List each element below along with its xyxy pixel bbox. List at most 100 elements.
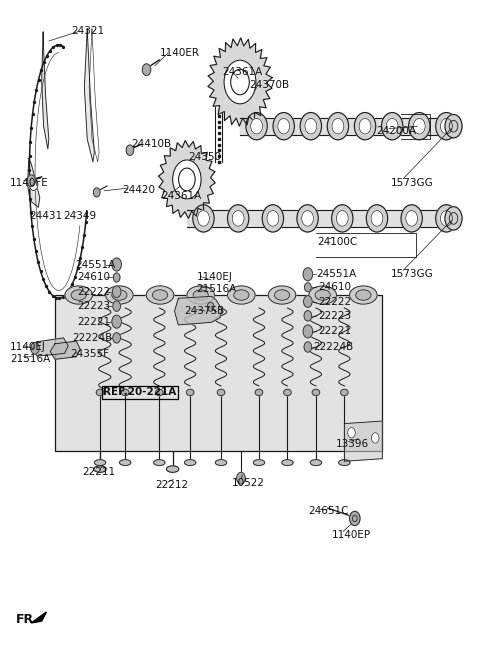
- Ellipse shape: [153, 290, 168, 300]
- Circle shape: [348, 428, 355, 438]
- Polygon shape: [84, 29, 95, 162]
- Polygon shape: [32, 338, 68, 356]
- Text: 24410B: 24410B: [131, 140, 171, 149]
- Ellipse shape: [193, 290, 208, 300]
- Ellipse shape: [273, 113, 294, 140]
- Text: 1140ER: 1140ER: [159, 48, 199, 58]
- Text: 22211: 22211: [83, 467, 116, 477]
- Ellipse shape: [356, 290, 371, 300]
- Ellipse shape: [332, 119, 344, 134]
- Polygon shape: [55, 295, 383, 451]
- Ellipse shape: [267, 211, 279, 226]
- Ellipse shape: [382, 113, 403, 140]
- Ellipse shape: [339, 460, 350, 466]
- Circle shape: [27, 175, 36, 187]
- Ellipse shape: [232, 211, 244, 226]
- Ellipse shape: [234, 290, 249, 300]
- Circle shape: [445, 115, 462, 138]
- Ellipse shape: [441, 119, 452, 134]
- Polygon shape: [31, 612, 47, 623]
- Circle shape: [142, 64, 151, 75]
- Polygon shape: [27, 159, 40, 208]
- Circle shape: [113, 333, 120, 343]
- Ellipse shape: [193, 205, 214, 232]
- Circle shape: [231, 69, 249, 95]
- Text: 24610: 24610: [318, 282, 351, 292]
- Ellipse shape: [228, 286, 255, 304]
- Circle shape: [29, 179, 38, 191]
- Circle shape: [173, 160, 201, 199]
- Ellipse shape: [156, 389, 163, 396]
- Circle shape: [207, 302, 214, 311]
- Circle shape: [303, 325, 312, 338]
- Ellipse shape: [94, 466, 106, 472]
- Ellipse shape: [167, 466, 179, 472]
- Text: 24610: 24610: [77, 272, 110, 282]
- Ellipse shape: [354, 113, 376, 140]
- Text: 24420: 24420: [122, 185, 156, 195]
- Circle shape: [112, 258, 121, 271]
- Text: 1140EJ: 1140EJ: [10, 342, 46, 352]
- Ellipse shape: [312, 389, 320, 396]
- Text: 24355F: 24355F: [71, 349, 109, 359]
- Text: 21516A: 21516A: [196, 284, 237, 293]
- Ellipse shape: [253, 460, 264, 466]
- Text: 22222: 22222: [77, 287, 110, 297]
- Ellipse shape: [436, 113, 457, 140]
- Text: 24375B: 24375B: [184, 306, 224, 316]
- Circle shape: [179, 168, 195, 191]
- Polygon shape: [208, 38, 272, 126]
- Ellipse shape: [413, 119, 425, 134]
- Polygon shape: [344, 421, 383, 461]
- Ellipse shape: [310, 460, 322, 466]
- Ellipse shape: [112, 290, 127, 300]
- Polygon shape: [175, 296, 222, 325]
- Ellipse shape: [255, 389, 263, 396]
- Text: 13396: 13396: [336, 440, 370, 449]
- Ellipse shape: [297, 205, 318, 232]
- Ellipse shape: [246, 113, 267, 140]
- Circle shape: [112, 315, 121, 328]
- Text: 10522: 10522: [231, 478, 264, 489]
- Circle shape: [372, 433, 379, 443]
- Ellipse shape: [341, 389, 348, 396]
- Ellipse shape: [275, 290, 289, 300]
- Text: 22224B: 22224B: [72, 333, 113, 343]
- Ellipse shape: [349, 286, 377, 304]
- Circle shape: [304, 283, 311, 291]
- Circle shape: [445, 207, 462, 230]
- Ellipse shape: [408, 113, 430, 140]
- Text: 22223: 22223: [318, 311, 351, 321]
- Bar: [187, 210, 454, 227]
- Ellipse shape: [184, 460, 196, 466]
- Text: 24651C: 24651C: [308, 506, 348, 516]
- Text: 22212: 22212: [156, 480, 189, 491]
- Ellipse shape: [315, 290, 330, 300]
- Ellipse shape: [371, 211, 383, 226]
- Ellipse shape: [309, 286, 336, 304]
- Ellipse shape: [436, 205, 457, 232]
- Circle shape: [113, 273, 120, 282]
- Ellipse shape: [187, 286, 215, 304]
- Ellipse shape: [65, 286, 93, 304]
- Circle shape: [31, 343, 39, 354]
- Ellipse shape: [106, 286, 133, 304]
- Ellipse shape: [366, 205, 388, 232]
- Ellipse shape: [121, 389, 129, 396]
- Text: 22223: 22223: [77, 301, 110, 311]
- Polygon shape: [50, 341, 80, 360]
- Text: 21516A: 21516A: [10, 354, 50, 364]
- Ellipse shape: [332, 205, 353, 232]
- Circle shape: [303, 295, 312, 307]
- Polygon shape: [42, 32, 49, 149]
- Ellipse shape: [217, 389, 225, 396]
- Ellipse shape: [359, 119, 371, 134]
- Text: 24200A: 24200A: [377, 126, 417, 136]
- Text: 1140FE: 1140FE: [10, 178, 48, 189]
- Text: 1573GG: 1573GG: [391, 269, 433, 279]
- Ellipse shape: [327, 113, 348, 140]
- Text: 22224B: 22224B: [313, 342, 354, 352]
- Polygon shape: [158, 141, 215, 218]
- Ellipse shape: [216, 460, 227, 466]
- Ellipse shape: [154, 460, 165, 466]
